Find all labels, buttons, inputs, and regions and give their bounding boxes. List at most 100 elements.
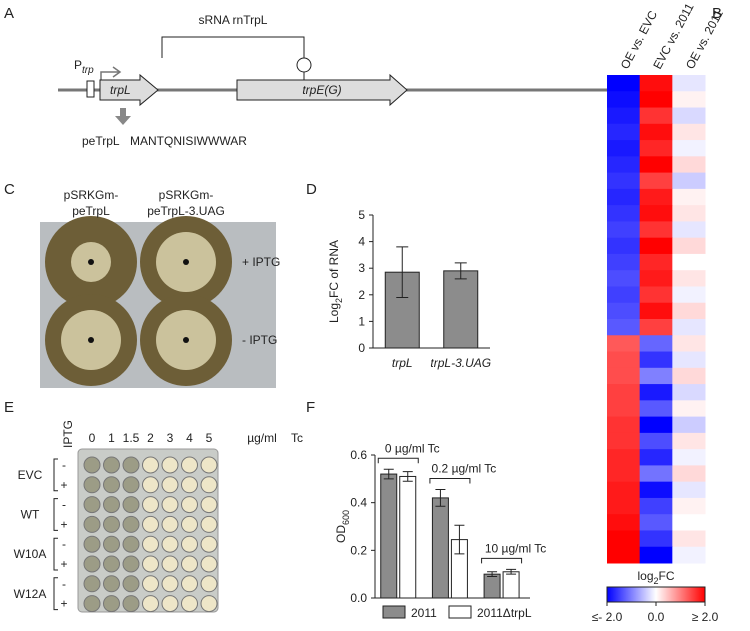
heatmap-cell — [639, 449, 673, 466]
well — [142, 476, 159, 494]
well — [122, 575, 140, 593]
heatmap-cell — [672, 514, 706, 531]
well — [142, 535, 159, 553]
promoter-box — [86, 80, 95, 98]
strain-bracket — [53, 458, 58, 492]
y-axis-label: Log2FC of RNA — [327, 240, 344, 323]
iptg-sign: + — [60, 557, 67, 571]
disk — [183, 337, 189, 343]
well — [103, 515, 120, 533]
disk — [88, 259, 94, 265]
heatmap-cell — [639, 172, 673, 190]
error-bar — [506, 568, 517, 575]
heatmap-cell — [607, 546, 641, 564]
bar — [443, 270, 479, 349]
well — [142, 496, 159, 514]
plate-column-label: peTrpL — [72, 204, 110, 218]
heatmap-cell — [607, 384, 641, 401]
heatmap-cell — [607, 140, 641, 157]
heatmap-cell — [607, 319, 641, 336]
error-bar — [435, 489, 446, 507]
heatmap-cell — [639, 140, 673, 157]
strain-label: W12A — [14, 587, 47, 601]
gene-arrow — [99, 73, 159, 107]
group-bracket — [377, 457, 419, 464]
heatmap-cell — [672, 416, 706, 434]
y-tick-label: 0.6 — [350, 448, 367, 462]
heatmap-cell — [672, 384, 706, 401]
heatmap-cell — [672, 319, 706, 336]
legend-swatch — [448, 605, 472, 619]
heatmap-cell — [672, 335, 706, 353]
well — [122, 515, 140, 533]
heatmap-cell — [607, 91, 641, 109]
strain-label: WT — [21, 508, 40, 522]
heatmap-cell — [639, 319, 673, 336]
heatmap-cell — [639, 400, 673, 418]
heatmap-cell — [607, 367, 641, 385]
heatmap-cell — [672, 91, 706, 109]
heatmap-cell — [639, 465, 673, 483]
terminator — [296, 57, 312, 73]
antibiotic-label: Tc — [291, 431, 303, 445]
bar — [483, 573, 501, 599]
iptg-sign: - — [62, 577, 66, 591]
heatmap-cell — [672, 497, 706, 515]
iptg-sign: - — [62, 498, 66, 512]
colorbar-label: log2FC — [637, 569, 674, 586]
heatmap-cell — [607, 123, 641, 141]
y-tick-label: 1 — [358, 314, 365, 328]
error-bar — [383, 468, 394, 480]
srna-label: sRNA rnTrpL — [199, 13, 268, 27]
well — [181, 456, 198, 474]
heatmap-cell — [607, 221, 641, 239]
panel-label: A — [4, 5, 14, 22]
unit-label: µg/ml — [247, 431, 277, 445]
gene-diagram: sRNA rnTrpL Ptrp trpL trpE(G) peTrpL MAN… — [58, 13, 628, 148]
plate-column-label: pSRKGm- — [64, 188, 119, 202]
heatmap-cell — [639, 123, 673, 141]
heatmap-cell — [639, 270, 673, 287]
heatmap-cell — [672, 432, 706, 450]
well — [122, 456, 140, 474]
legend-swatch — [382, 605, 406, 619]
heatmap-cell — [672, 481, 706, 499]
disk — [183, 259, 189, 265]
group-bracket — [481, 557, 523, 564]
colorbar-tick-label: ≥ 2.0 — [692, 610, 719, 624]
well — [103, 476, 120, 494]
panel-label: F — [306, 399, 315, 416]
heatmap-cell — [639, 107, 673, 125]
heatmap-cell — [672, 172, 706, 190]
y-tick-label: 0.0 — [350, 591, 367, 605]
well — [161, 515, 179, 533]
heatmap-cell — [639, 75, 673, 92]
heatmap-cell — [607, 530, 641, 548]
promoter-label: Ptrp — [74, 58, 94, 76]
heatmap-cell — [672, 253, 706, 271]
concentration-label: 0 — [89, 431, 96, 445]
concentration-label: 1 — [108, 431, 115, 445]
y-axis-label-part: Log — [327, 303, 341, 323]
well — [181, 476, 198, 494]
well — [83, 515, 101, 533]
y-axis-label-part: 2 — [334, 298, 344, 303]
well — [142, 456, 159, 474]
heatmap-cell — [639, 205, 673, 222]
heatmap-cell — [672, 140, 706, 157]
iptg-sign: + — [60, 597, 67, 611]
x-tick-label: trpL — [392, 356, 413, 370]
well — [161, 555, 179, 573]
concentration-label: 4 — [186, 431, 193, 445]
heatmap-cell — [639, 546, 673, 564]
well — [200, 575, 218, 593]
heatmap-cell — [672, 351, 706, 369]
peptide-sequence: MANTQNISIWWWAR — [130, 134, 247, 148]
heatmap-cell — [639, 91, 673, 109]
heatmap-cell — [607, 107, 641, 125]
bar — [431, 497, 449, 599]
heatmap-cell — [672, 156, 706, 174]
y-tick-label: 0 — [358, 341, 365, 355]
heatmap-cell — [672, 237, 706, 255]
